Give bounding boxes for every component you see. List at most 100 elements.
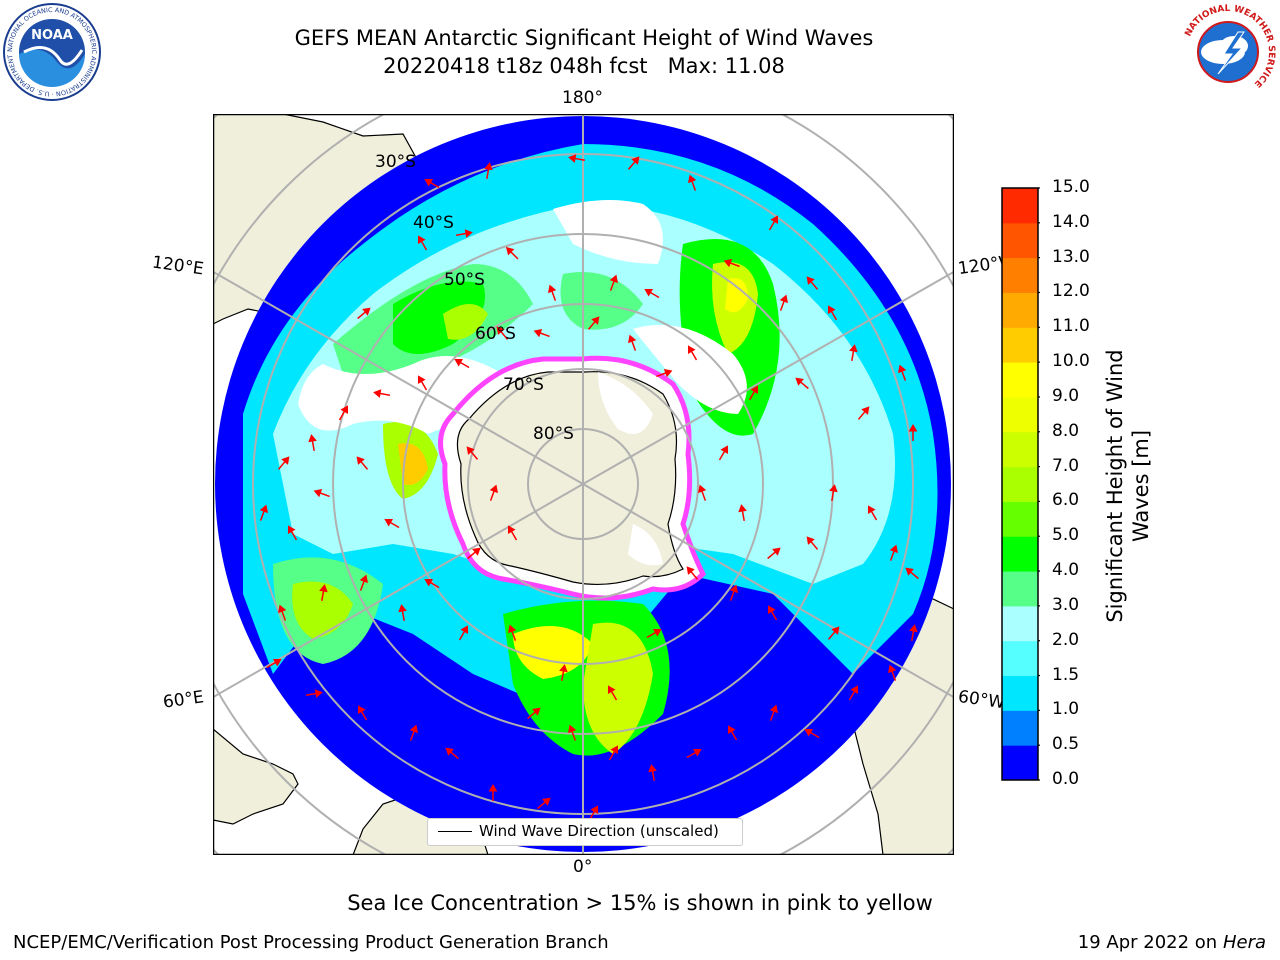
colorbar-band <box>1002 431 1038 468</box>
colorbar-band <box>1002 222 1038 259</box>
lat-label-50s: 50°S <box>444 270 485 290</box>
colorbar-band <box>1002 396 1038 433</box>
wind-wave-arrow <box>609 274 618 291</box>
wind-wave-arrow <box>827 305 838 321</box>
lon-label-60e: 60°E <box>161 687 206 713</box>
colorbar-band <box>1002 257 1038 293</box>
wind-wave-arrow <box>628 334 637 351</box>
wind-wave-arrow <box>424 178 440 189</box>
lat-label-80s: 80°S <box>533 424 574 444</box>
wind-wave-arrow <box>496 326 509 340</box>
wind-wave-arrow <box>898 364 907 381</box>
wind-wave-arrow <box>356 456 369 470</box>
wind-wave-arrow <box>627 156 640 170</box>
wind-wave-arrow <box>508 624 517 641</box>
colorbar-band <box>1002 745 1038 781</box>
wind-wave-arrow <box>889 544 898 561</box>
wind-wave-arrow <box>738 504 747 522</box>
wind-wave-arrow <box>857 406 870 420</box>
wind-wave-arrow <box>313 489 330 498</box>
wind-wave-arrow <box>648 764 657 782</box>
colorbar-band <box>1002 605 1038 642</box>
colorbar-tick-label: 0.0 <box>1052 769 1080 789</box>
lon-label-60w: 60°W <box>956 686 1006 714</box>
madagascar-land <box>213 728 299 825</box>
colorbar-tick-label: 13.0 <box>1052 246 1090 267</box>
lon-label-180: 180° <box>562 88 603 108</box>
footer-date: 19 Apr 2022 on Hera <box>1077 932 1266 953</box>
lon-label-120w: 120°W <box>956 252 1006 280</box>
wind-wave-arrow <box>454 358 470 369</box>
wind-wave-arrow <box>806 276 819 290</box>
lon-label-0: 0° <box>573 857 593 877</box>
colorbar-tick-label: 12.0 <box>1052 281 1090 302</box>
wind-wave-arrow <box>908 424 918 441</box>
wind-wave-arrow <box>688 174 697 191</box>
wind-wave-arrow <box>829 484 838 502</box>
weddell-ice-shelf <box>628 524 663 566</box>
wind-wave-arrow <box>357 705 368 721</box>
colorbar-tick-label: 0.5 <box>1052 734 1080 755</box>
wind-wave-arrow <box>608 745 619 761</box>
wind-wave-arrow <box>484 162 493 180</box>
colorbar-band <box>1002 536 1038 572</box>
colorbar-band <box>1002 327 1038 363</box>
wind-wave-arrow <box>384 518 400 529</box>
colorbar-band <box>1002 188 1038 224</box>
wind-wave-arrow <box>373 389 391 398</box>
antarctic-wave-map <box>213 114 954 855</box>
colorbar-band <box>1002 710 1038 746</box>
wind-wave-arrow <box>467 547 481 560</box>
colorbar-tick-label: 10.0 <box>1052 351 1090 372</box>
wind-wave-arrow <box>458 625 469 641</box>
wind-wave-arrow <box>266 658 282 669</box>
wind-wave-arrow <box>308 434 317 452</box>
wind-wave-arrow <box>548 284 557 301</box>
wind-wave-arrow <box>417 235 428 251</box>
noaa-logo: NATIONAL OCEANIC AND ATMOSPHERIC ADMINIS… <box>2 2 101 101</box>
wind-wave-arrow <box>768 215 779 231</box>
wind-wave-arrow <box>424 578 440 589</box>
wind-wave-arrow <box>727 725 738 741</box>
colorbar-tick-label: 4.0 <box>1052 560 1080 581</box>
colorbar-tick-label: 15.0 <box>1052 177 1090 197</box>
footer-credit: NCEP/EMC/Verification Post Processing Pr… <box>13 932 609 953</box>
wind-wave-arrow <box>795 377 809 390</box>
wind-wave-arrow <box>698 484 707 501</box>
lat-label-60s: 60°S <box>475 324 516 344</box>
wind-wave-arrow <box>259 504 268 521</box>
colorbar-band <box>1002 501 1038 537</box>
wind-wave-arrow <box>417 375 428 391</box>
colorbar-band <box>1002 292 1038 328</box>
wind-wave-arrow <box>607 685 618 701</box>
wind-wave-arrow <box>767 547 781 560</box>
wind-wave-arrow <box>338 405 349 421</box>
colorbar-tick-label: 1.5 <box>1052 664 1080 685</box>
legend-line-swatch <box>438 831 472 832</box>
colorbar-tick-label: 5.0 <box>1052 525 1080 546</box>
colorbar-band <box>1002 675 1038 711</box>
wind-wave-arrow <box>806 536 819 550</box>
lat-label-40s: 40°S <box>413 213 454 233</box>
wind-wave-arrow <box>769 704 778 721</box>
wind-wave-arrow <box>505 246 519 260</box>
wind-wave-arrow <box>644 288 660 299</box>
wind-wave-arrow <box>357 307 371 320</box>
colorbar-tick-label: 9.0 <box>1052 385 1080 406</box>
wind-wave-arrow <box>804 728 820 739</box>
graticule <box>213 114 954 855</box>
wind-wave-arrow <box>646 628 662 639</box>
wind-wave-arrow <box>587 316 600 330</box>
wind-wave-arrow <box>568 154 586 163</box>
wind-wave-arrow <box>455 229 473 238</box>
lon-label-120e: 120°E <box>150 252 205 280</box>
chart-title: GEFS MEAN Antarctic Significant Height o… <box>294 26 874 50</box>
wind-wave-arrow <box>277 456 290 470</box>
wind-wave-arrow <box>533 329 550 338</box>
wind-wave-arrow <box>867 505 878 521</box>
lat-label-70s: 70°S <box>503 375 544 395</box>
colorbar <box>1001 187 1040 781</box>
colorbar-band <box>1002 640 1038 677</box>
wind-wave-arrow <box>287 525 298 541</box>
wind-wave-arrow <box>305 689 323 698</box>
